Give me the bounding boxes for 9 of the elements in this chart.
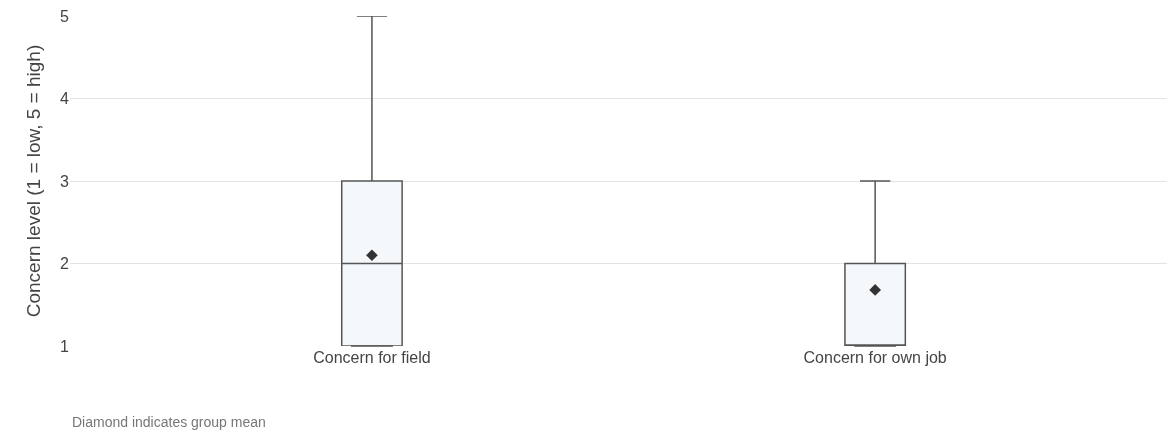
text: Diamond indicates group mean (72, 414, 266, 430)
x-tick-label: Concern for own job (803, 349, 947, 366)
y-tick-label: 5 (60, 7, 70, 25)
y-tick-label: 1 (60, 337, 70, 355)
y-axis-title: Concern level (1 = low, 5 = high) (22, 44, 44, 318)
x-tick-label: Concern for field (313, 349, 431, 366)
y-tick-label: 3 (60, 172, 70, 190)
y-tick-label: 2 (60, 255, 70, 273)
y-tick-label: 4 (60, 90, 70, 108)
